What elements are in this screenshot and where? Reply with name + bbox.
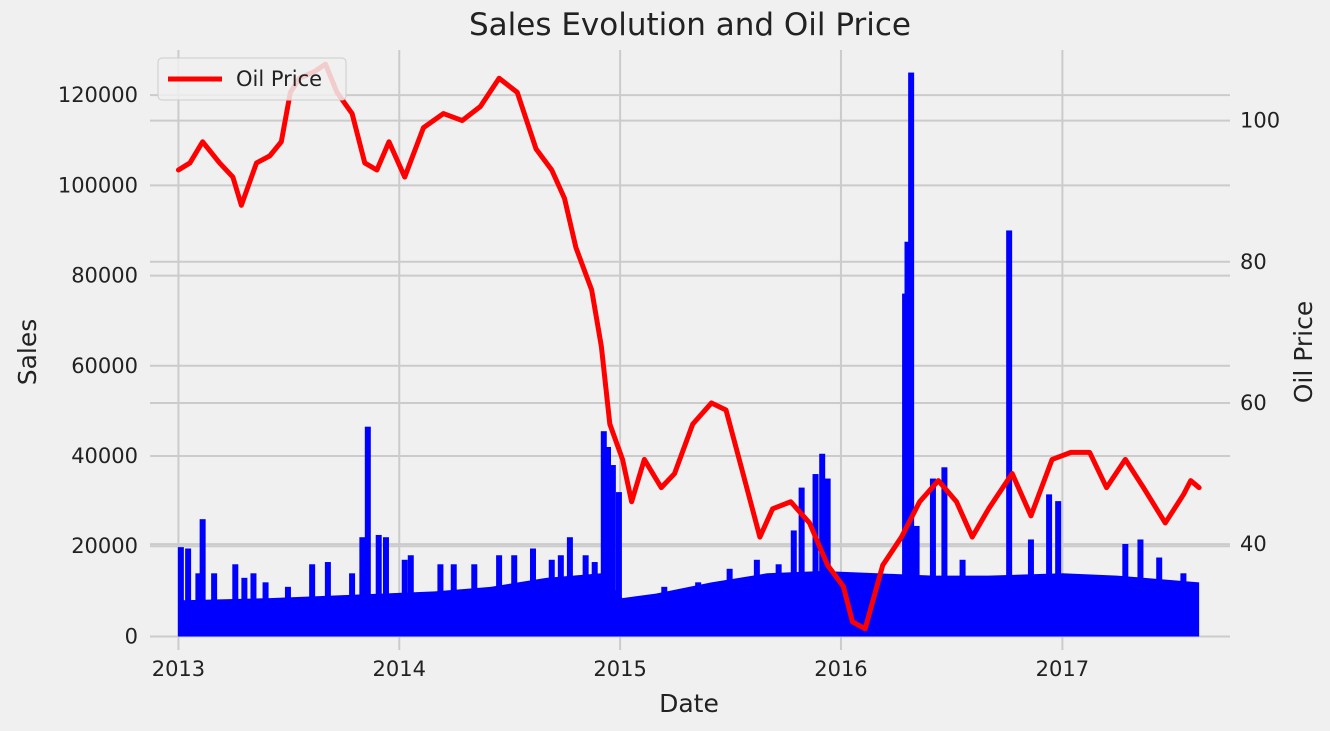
legend-label-oil: Oil Price <box>236 67 322 91</box>
tick-labels: 2013 2014 2015 2016 2017 0 20000 40000 60000 8000… <box>58 83 1280 681</box>
sales-bar <box>382 537 389 637</box>
sales-bar <box>1055 501 1062 637</box>
sales-bar <box>529 548 536 637</box>
sales-bar <box>359 537 366 637</box>
sales-bar <box>177 547 184 637</box>
x-tick-label: 2013 <box>152 657 205 681</box>
sales-bar <box>1122 543 1129 637</box>
sales-bar <box>211 573 218 637</box>
y-tick-label-left: 120000 <box>58 83 138 107</box>
sales-bar <box>324 562 331 637</box>
sales-bar <box>941 467 948 637</box>
sales-bar <box>364 426 371 637</box>
y-tick-label-right: 80 <box>1240 250 1267 274</box>
sales-bar <box>819 453 826 637</box>
sales-bar <box>185 548 192 637</box>
sales-bar <box>1027 539 1034 637</box>
y-tick-label-left: 40000 <box>71 444 138 468</box>
sales-bar <box>284 586 291 637</box>
sales-bar <box>262 582 269 637</box>
grid <box>150 50 1230 650</box>
y-tick-label-right: 60 <box>1240 391 1267 415</box>
sales-bar <box>511 555 518 637</box>
y-tick-label-right: 40 <box>1240 532 1267 556</box>
sales-bar <box>471 564 478 637</box>
y-tick-label-right: 100 <box>1240 109 1280 133</box>
y-tick-label-left: 60000 <box>71 354 138 378</box>
sales-bar <box>1046 494 1053 637</box>
legend-box <box>157 57 347 101</box>
sales-bar <box>199 519 206 637</box>
sales-bar <box>496 555 503 637</box>
y-tick-label-left: 100000 <box>58 173 138 197</box>
sales-bar <box>548 559 555 637</box>
sales-bar <box>726 568 733 637</box>
y-axis-label-right: Oil Price <box>1289 301 1318 404</box>
y-axis-label-left: Sales <box>13 319 42 386</box>
sales-bar <box>437 564 444 637</box>
sales-bar <box>600 431 607 637</box>
sales-series <box>177 72 1200 637</box>
sales-bar <box>812 474 819 637</box>
sales-bar <box>904 241 911 637</box>
sales-bar <box>753 559 760 637</box>
sales-bar <box>582 555 589 637</box>
sales-bar <box>591 562 598 637</box>
x-axis-label: Date <box>659 689 719 718</box>
sales-bar <box>401 559 408 637</box>
sales-bar <box>609 465 616 637</box>
legend: Oil Price <box>157 57 347 101</box>
sales-bar <box>450 564 457 637</box>
sales-bar <box>232 564 239 637</box>
sales-bar <box>605 446 612 637</box>
sales-bar <box>375 534 382 637</box>
sales-bar <box>824 478 831 637</box>
sales-bar <box>661 586 668 637</box>
sales-bar <box>241 577 248 637</box>
sales-bar <box>195 573 202 637</box>
sales-bar <box>790 530 797 637</box>
sales-bar <box>407 555 414 637</box>
y-tick-label-left: 0 <box>125 624 138 648</box>
sales-bar <box>566 537 573 637</box>
sales-bar <box>959 559 966 637</box>
x-tick-label: 2015 <box>593 657 646 681</box>
chart-title: Sales Evolution and Oil Price <box>469 7 911 43</box>
sales-bar <box>349 573 356 637</box>
sales-bar <box>557 555 564 637</box>
sales-bar <box>929 478 936 637</box>
sales-bar <box>908 72 915 637</box>
sales-bar <box>913 525 920 637</box>
sales-bar <box>775 564 782 637</box>
sales-bar <box>615 492 622 637</box>
x-tick-label: 2014 <box>373 657 426 681</box>
sales-bar <box>1006 230 1013 637</box>
sales-bar <box>309 564 316 637</box>
y-tick-label-left: 20000 <box>71 534 138 558</box>
x-tick-label: 2017 <box>1036 657 1089 681</box>
sales-bar <box>798 487 805 637</box>
sales-bar <box>1156 557 1163 637</box>
sales-bar <box>1180 573 1187 637</box>
x-tick-label: 2016 <box>814 657 867 681</box>
sales-bar <box>695 582 702 637</box>
sales-bar <box>1137 539 1144 637</box>
y-tick-label-left: 80000 <box>71 264 138 288</box>
sales-bar <box>250 573 257 637</box>
